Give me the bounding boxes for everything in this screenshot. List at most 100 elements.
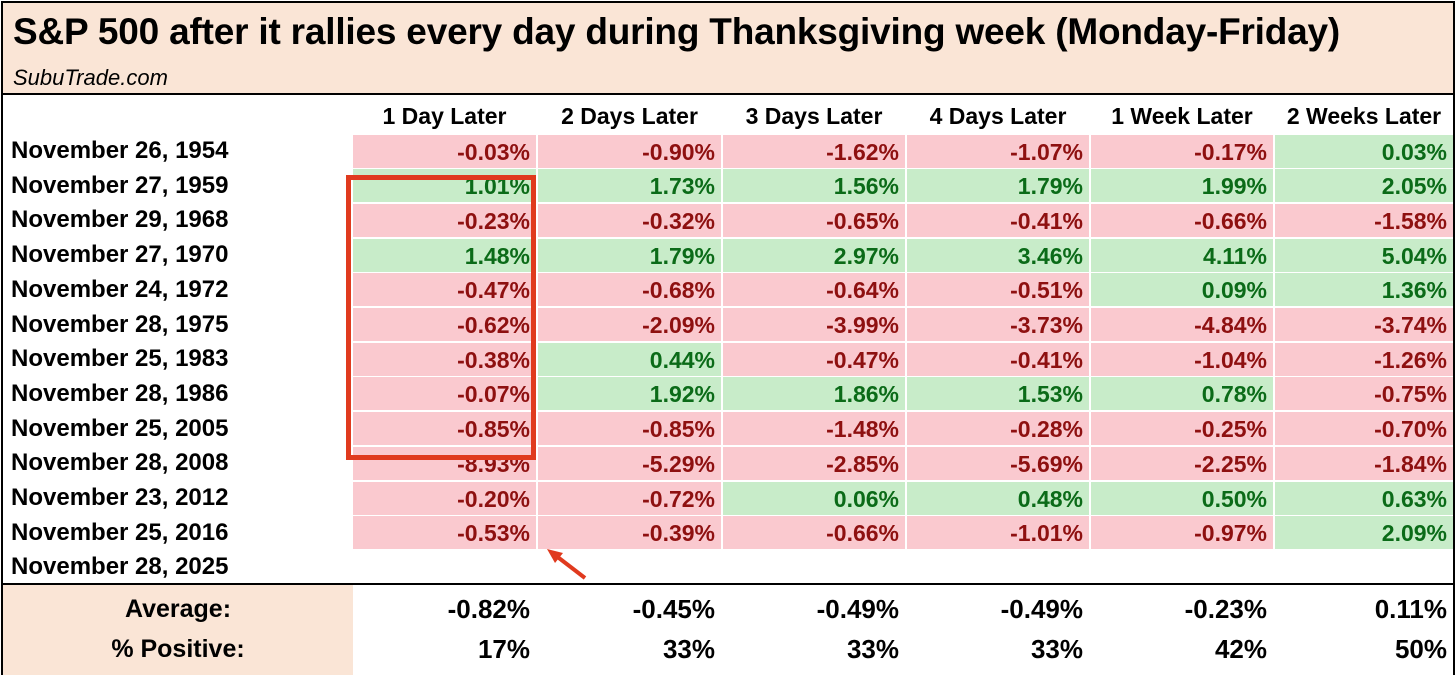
- return-cell: -2.85%: [723, 446, 905, 480]
- return-cell: -0.03%: [353, 134, 536, 168]
- return-cell: -0.41%: [907, 342, 1089, 376]
- return-cell: 1.99%: [1091, 169, 1273, 203]
- return-cell: -0.66%: [723, 516, 905, 550]
- summary-value: 33%: [1030, 634, 1083, 664]
- summary-value: 33%: [662, 634, 715, 664]
- return-cell: -0.75%: [1275, 377, 1453, 411]
- return-cell: -0.47%: [353, 273, 536, 307]
- return-cell: -0.25%: [1091, 412, 1273, 446]
- return-cell: 3.46%: [907, 238, 1089, 272]
- return-cell: -0.38%: [353, 342, 536, 376]
- row-date-label: November 24, 1972: [11, 275, 229, 303]
- return-cell: -1.26%: [1275, 342, 1453, 376]
- return-cell: -0.20%: [353, 481, 536, 515]
- return-cell: -0.90%: [538, 134, 721, 168]
- column-header: 1 Day Later: [382, 103, 507, 129]
- return-cell: -0.51%: [907, 273, 1089, 307]
- summary-label: % Positive:: [111, 635, 245, 663]
- summary-value: -0.45%: [632, 594, 715, 624]
- return-cell: 1.92%: [538, 377, 721, 411]
- return-cell: 2.09%: [1275, 516, 1453, 550]
- return-cell: -0.66%: [1091, 203, 1273, 237]
- return-cell: 1.86%: [723, 377, 905, 411]
- row-date-label: November 27, 1970: [11, 241, 229, 269]
- return-cell: 1.79%: [907, 169, 1089, 203]
- return-cell: 1.36%: [1275, 273, 1453, 307]
- row-date-label: November 28, 1975: [11, 310, 229, 338]
- row-date-label: November 25, 2016: [11, 518, 229, 546]
- return-cell: -5.69%: [907, 446, 1089, 480]
- return-cell: -1.48%: [723, 412, 905, 446]
- row-date-label: November 23, 2012: [11, 484, 229, 511]
- return-cell: -0.70%: [1275, 412, 1453, 446]
- header-band: S&P 500 after it rallies every day durin…: [3, 3, 1453, 95]
- return-cell: 0.78%: [1091, 377, 1273, 411]
- return-cell: 0.03%: [1275, 134, 1453, 168]
- column-header: 3 Days Later: [745, 103, 883, 129]
- return-cell: -0.32%: [538, 203, 721, 237]
- return-cell: 0.06%: [723, 481, 905, 515]
- return-cell: 2.97%: [723, 238, 905, 272]
- return-cell: -0.65%: [723, 203, 905, 237]
- return-cell: 4.11%: [1091, 238, 1273, 272]
- return-cell: -4.84%: [1091, 308, 1273, 341]
- return-cell: -0.39%: [538, 516, 721, 550]
- return-cell: 5.04%: [1275, 238, 1453, 272]
- summary-value: 50%: [1394, 634, 1447, 664]
- source-credit: SubuTrade.com: [13, 65, 168, 90]
- row-date-label: November 25, 2005: [11, 414, 229, 442]
- row-date-label: November 28, 2008: [11, 449, 229, 477]
- return-cell: -3.74%: [1275, 308, 1453, 341]
- return-cell: -0.64%: [723, 273, 905, 307]
- return-cell: -0.41%: [907, 203, 1089, 237]
- return-cell: -0.85%: [353, 412, 536, 446]
- summary-value: 0.11%: [1374, 594, 1447, 624]
- row-date-label: November 27, 1959: [11, 171, 229, 199]
- summary-value: -0.49%: [816, 594, 899, 624]
- return-cell: -0.47%: [723, 342, 905, 376]
- return-cell: -0.07%: [353, 377, 536, 411]
- return-cell: 1.79%: [538, 238, 721, 272]
- summary-value: 42%: [1214, 634, 1267, 664]
- return-cell: 1.56%: [723, 169, 905, 203]
- chart-title: S&P 500 after it rallies every day durin…: [13, 11, 1341, 52]
- return-cell: 0.09%: [1091, 273, 1273, 307]
- row-date-label: November 28, 2025: [11, 553, 229, 581]
- return-cell: -0.62%: [353, 308, 536, 341]
- return-cell: -0.97%: [1091, 516, 1273, 550]
- summary-label: Average:: [124, 595, 232, 623]
- return-cell: -2.09%: [538, 308, 721, 341]
- return-cell: -5.29%: [538, 446, 721, 480]
- return-cell: 0.50%: [1091, 481, 1273, 515]
- return-cell: -0.23%: [353, 203, 536, 237]
- return-cell: -0.85%: [538, 412, 721, 446]
- return-cell: -0.28%: [907, 412, 1089, 446]
- summary-value: -0.82%: [447, 594, 530, 624]
- row-date-label: November 25, 1983: [11, 345, 229, 373]
- return-cell: -0.53%: [353, 516, 536, 550]
- summary-value: -0.23%: [1184, 594, 1267, 624]
- summary-label-column: [3, 585, 353, 675]
- column-header: 2 Weeks Later: [1286, 103, 1442, 129]
- return-cell: -2.25%: [1091, 446, 1273, 480]
- summary-value: 17%: [477, 634, 530, 664]
- return-cell: -1.62%: [723, 134, 905, 168]
- summary-value: 33%: [846, 634, 899, 664]
- return-cell: 1.53%: [907, 377, 1089, 411]
- return-cell: -3.73%: [907, 308, 1089, 341]
- summary-value: -0.49%: [1000, 594, 1083, 624]
- returns-table: 1 Day Later 2 Days Later 3 Days Later 4 Day…: [3, 95, 1453, 583]
- arrow-icon: [547, 549, 587, 580]
- return-cell: -1.01%: [907, 516, 1089, 550]
- return-cell: -1.58%: [1275, 203, 1453, 237]
- row-date-label: November 28, 1986: [11, 379, 229, 407]
- row-date-label: November 29, 1968: [11, 206, 229, 234]
- return-cell: -1.07%: [907, 134, 1089, 168]
- return-cell: -1.84%: [1275, 446, 1453, 480]
- return-cell: -3.99%: [723, 308, 905, 341]
- highlight-box-1-day-later: [346, 175, 536, 460]
- return-cell: 0.44%: [538, 342, 721, 376]
- return-cell: 1.48%: [353, 238, 536, 272]
- column-header: 4 Days Later: [929, 103, 1067, 129]
